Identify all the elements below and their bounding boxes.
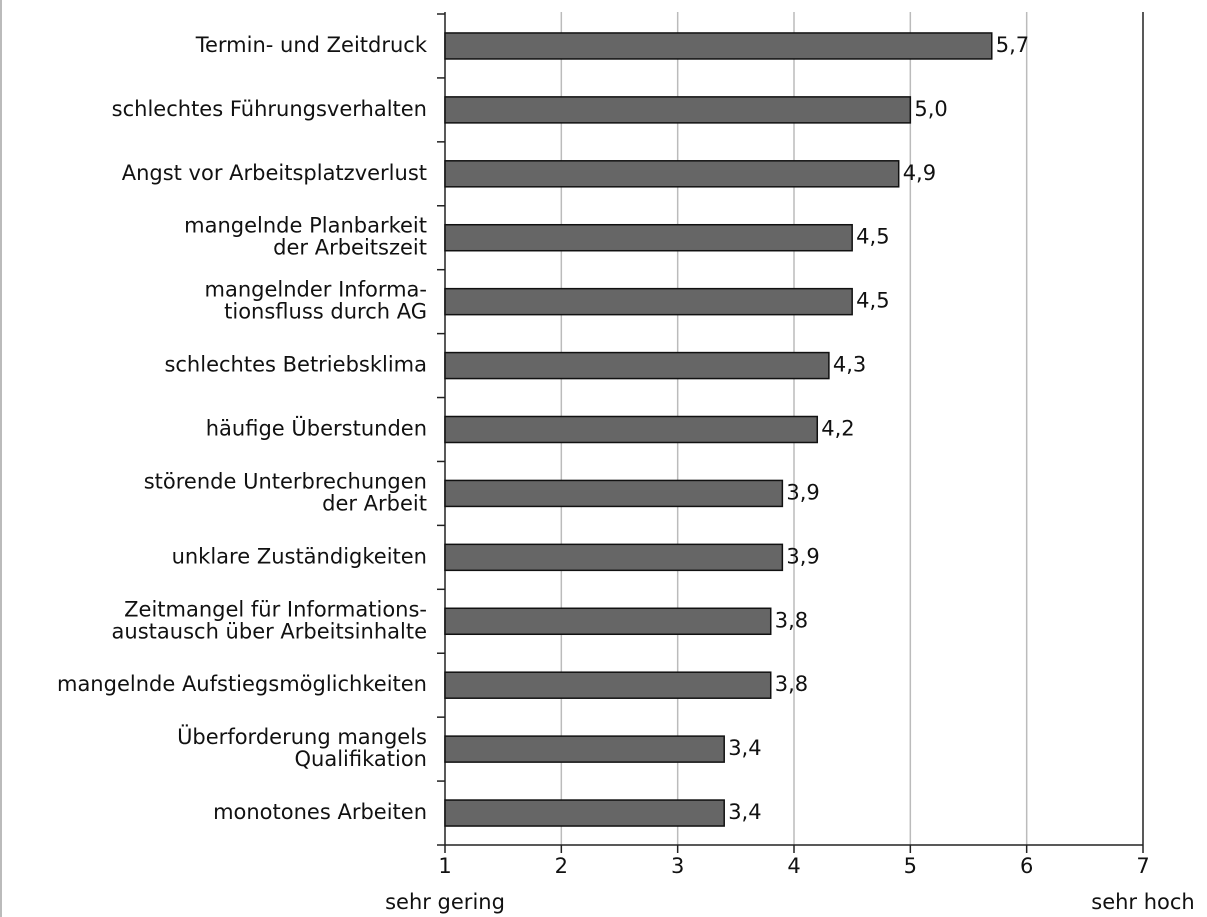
x-min-label: sehr gering xyxy=(385,890,505,914)
y-tick-label: tionsfluss durch AG xyxy=(224,300,427,324)
y-tick-label: Überforderung mangels xyxy=(177,724,427,749)
value-label: 5,7 xyxy=(996,33,1029,57)
y-tick-label: Zeitmangel für Informations- xyxy=(124,597,427,621)
x-tick-label: 3 xyxy=(671,854,684,878)
y-tick-label: mangelnde Aufstiegsmöglichkeiten xyxy=(57,672,427,696)
value-label: 3,9 xyxy=(786,544,819,568)
x-tick-label: 7 xyxy=(1136,854,1149,878)
bar xyxy=(444,287,853,316)
y-tick-label: der Arbeitszeit xyxy=(273,236,427,260)
y-tick-label: austausch über Arbeitsinhalte xyxy=(112,619,427,643)
value-label: 3,9 xyxy=(786,480,819,504)
y-tick-label: mangelnder Informa- xyxy=(205,278,428,302)
y-tick-label: Termin- und Zeitdruck xyxy=(195,33,428,57)
value-label: 3,4 xyxy=(728,736,761,760)
value-label: 3,8 xyxy=(775,608,808,632)
bar xyxy=(444,735,725,763)
bar xyxy=(444,223,853,252)
y-tick-label: mangelnde Planbarkeit xyxy=(184,214,427,238)
bar xyxy=(444,543,784,572)
value-label: 4,5 xyxy=(856,225,889,249)
x-max-label: sehr hoch xyxy=(1091,890,1195,914)
y-tick-label: schlechtes Betriebsklima xyxy=(164,353,427,377)
y-tick-label: Angst vor Arbeitsplatzverlust xyxy=(122,161,427,185)
y-tick-label: Qualifikation xyxy=(295,747,428,771)
value-label: 4,3 xyxy=(833,353,866,377)
x-tick-label: 6 xyxy=(1020,854,1033,878)
x-tick-label: 4 xyxy=(787,854,800,878)
bar xyxy=(444,160,900,188)
value-label: 5,0 xyxy=(914,97,947,121)
bar xyxy=(444,415,819,444)
x-tick-label: 2 xyxy=(555,854,568,878)
value-label: 4,2 xyxy=(821,417,854,441)
y-tick-label: schlechtes Führungsverhalten xyxy=(112,97,427,121)
bar xyxy=(444,799,725,827)
y-tick-label: störende Unterbrechungen xyxy=(144,469,427,493)
bar xyxy=(444,351,830,380)
y-tick-label: der Arbeit xyxy=(322,491,427,515)
y-tick-label: unklare Zuständigkeiten xyxy=(172,544,427,568)
value-label: 4,5 xyxy=(856,289,889,313)
x-tick-label: 1 xyxy=(438,854,451,878)
bar xyxy=(444,96,912,124)
bar xyxy=(444,607,772,636)
y-tick-label: häufige Überstunden xyxy=(206,416,427,441)
value-label: 4,9 xyxy=(903,161,936,185)
x-tick-label: 5 xyxy=(904,854,917,878)
value-label: 3,4 xyxy=(728,800,761,824)
bar xyxy=(444,479,784,508)
y-tick-label: monotones Arbeiten xyxy=(213,800,427,824)
bar xyxy=(444,671,772,699)
bar xyxy=(444,32,993,60)
value-label: 3,8 xyxy=(775,672,808,696)
